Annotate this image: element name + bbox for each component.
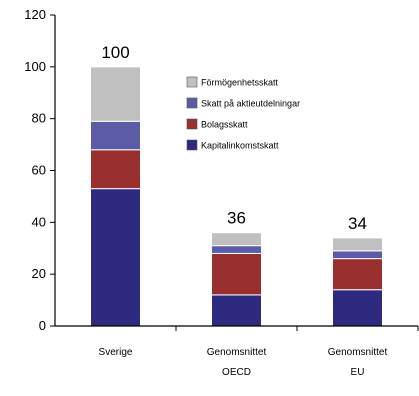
labels-layer: 100 Sverige 36 Genomsnittet OECD 34 Genomsnitt… [99, 43, 388, 378]
bar-segment [332, 258, 383, 291]
legend-swatch [186, 76, 198, 88]
legend-swatch [186, 118, 198, 130]
data-label: 34 [348, 214, 367, 233]
category-label: Genomsnittet [328, 347, 388, 358]
category-label: Genomsnittet [207, 347, 267, 358]
bar-segment [90, 120, 141, 151]
bar-segment [211, 245, 262, 254]
y-tick-label: 100 [24, 59, 46, 74]
bars-layer [90, 66, 383, 327]
y-tick-label: 20 [32, 266, 46, 281]
legend-label: Skatt på aktieutdelningar [201, 99, 300, 109]
category-label: Sverige [99, 347, 133, 358]
y-tick-label: 120 [24, 7, 46, 22]
bar-segment [90, 188, 141, 327]
y-tick-label: 40 [32, 214, 46, 229]
y-tick-label: 0 [39, 318, 46, 333]
bar-segment [211, 232, 262, 247]
category-label: OECD [222, 367, 251, 378]
bar-segment [332, 250, 383, 260]
legend-swatch [186, 97, 198, 109]
y-tick-label: 80 [32, 111, 46, 126]
category-label: EU [351, 367, 365, 378]
y-tick-label: 60 [32, 163, 46, 178]
legend: Förmögenhetsskatt Skatt på aktieutdelning… [186, 76, 300, 151]
bar-segment [90, 66, 141, 122]
bar-segment [332, 237, 383, 252]
legend-label: Förmögenhetsskatt [201, 78, 279, 88]
bar-segment [90, 149, 141, 190]
bar-segment [332, 289, 383, 327]
legend-swatch [186, 139, 198, 151]
legend-label: Kapitalinkomstskatt [201, 141, 279, 151]
bar-segment [211, 252, 262, 296]
bar-segment [211, 294, 262, 327]
data-label: 36 [227, 209, 246, 228]
axes-layer: 0 20 40 60 80 100 120 [24, 7, 419, 333]
data-label: 100 [101, 43, 129, 62]
legend-label: Bolagsskatt [201, 120, 248, 130]
